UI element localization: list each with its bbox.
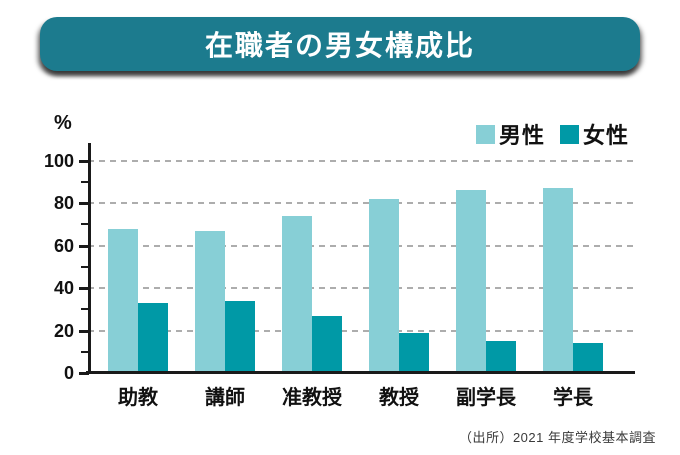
gridline-60 (88, 244, 634, 247)
y-major-tick-100 (79, 159, 89, 163)
y-minor-tick-10 (81, 350, 89, 353)
y-minor-tick-70 (81, 223, 89, 226)
x-axis-label-5: 副学長 (456, 387, 516, 409)
y-minor-tick-50 (81, 265, 89, 268)
y-major-tick-80 (79, 202, 89, 205)
y-axis-label-0: 0 (63, 363, 74, 383)
chart-legend: 男性 女性 (476, 118, 629, 150)
y-axis-label-80: 80 (53, 193, 74, 213)
bar-female-4 (399, 332, 429, 373)
legend-swatch-female (560, 124, 580, 144)
y-axis-label-60: 60 (53, 235, 74, 256)
y-axis-line (88, 143, 91, 374)
bar-male-3 (282, 215, 312, 373)
bar-female-3 (312, 315, 342, 373)
gridline-80 (88, 202, 634, 204)
bar-male-6 (543, 188, 573, 373)
bar-female-2 (225, 300, 255, 373)
y-major-tick-40 (79, 287, 89, 290)
y-minor-tick-30 (81, 308, 89, 311)
y-major-tick-0 (79, 372, 89, 375)
y-major-tick-60 (79, 244, 89, 248)
bar-male-4 (369, 198, 399, 373)
page-title: 在職者の男女構成比 (204, 30, 475, 61)
gridline-40 (88, 287, 634, 289)
bar-female-6 (573, 343, 603, 373)
x-axis-label-4: 教授 (379, 387, 419, 409)
y-axis-label-40: 40 (53, 278, 74, 298)
legend-label-male: 男性 (499, 123, 546, 148)
y-minor-tick-90 (81, 180, 89, 183)
legend-label-female: 女性 (583, 123, 630, 148)
legend-swatch-male (476, 124, 495, 144)
y-major-tick-20 (79, 329, 89, 333)
legend-item-male: 男性 (476, 118, 545, 150)
x-axis-line (86, 371, 635, 374)
bar-male-1 (108, 228, 138, 373)
x-axis-label-6: 学長 (553, 387, 593, 409)
y-axis-label-100: 100 (43, 150, 74, 171)
bar-female-5 (486, 341, 516, 373)
y-axis-label-20: 20 (53, 320, 74, 341)
x-axis-label-2: 講師 (205, 387, 245, 409)
legend-item-female: 女性 (560, 118, 629, 150)
bar-male-5 (456, 190, 486, 373)
gridline-20 (88, 329, 634, 332)
y-axis-unit-label: % (54, 112, 72, 134)
bar-male-2 (195, 230, 225, 373)
title-banner: 在職者の男女構成比 (40, 17, 640, 71)
bar-female-1 (138, 302, 168, 373)
gridline-100 (88, 159, 634, 162)
x-axis-label-3: 准教授 (282, 387, 342, 409)
source-note: （出所）2021 年度学校基本調査 (458, 430, 656, 445)
x-axis-label-1: 助教 (118, 387, 158, 409)
